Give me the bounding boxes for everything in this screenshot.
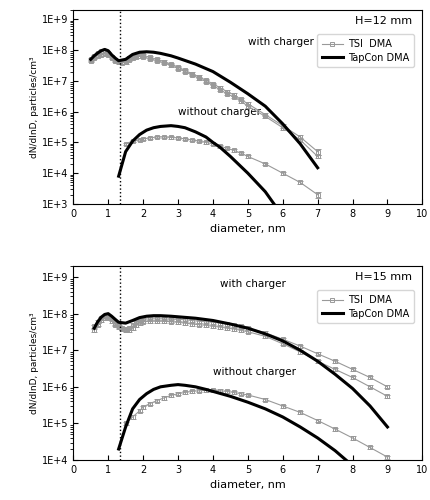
Text: with charger: with charger bbox=[219, 280, 285, 289]
Y-axis label: dN/dlnD, particles/cm³: dN/dlnD, particles/cm³ bbox=[30, 312, 39, 414]
Text: with charger: with charger bbox=[247, 37, 313, 47]
Y-axis label: dN/dlnD, particles/cm³: dN/dlnD, particles/cm³ bbox=[30, 56, 39, 158]
Text: H=15 mm: H=15 mm bbox=[354, 272, 411, 282]
Text: H=12 mm: H=12 mm bbox=[354, 16, 411, 26]
Legend: TSI  DMA, TapCon DMA: TSI DMA, TapCon DMA bbox=[316, 290, 413, 324]
Legend: TSI  DMA, TapCon DMA: TSI DMA, TapCon DMA bbox=[316, 34, 413, 68]
X-axis label: diameter, nm: diameter, nm bbox=[209, 224, 285, 234]
Text: without charger: without charger bbox=[178, 106, 261, 117]
Text: without charger: without charger bbox=[212, 366, 295, 376]
X-axis label: diameter, nm: diameter, nm bbox=[209, 480, 285, 490]
